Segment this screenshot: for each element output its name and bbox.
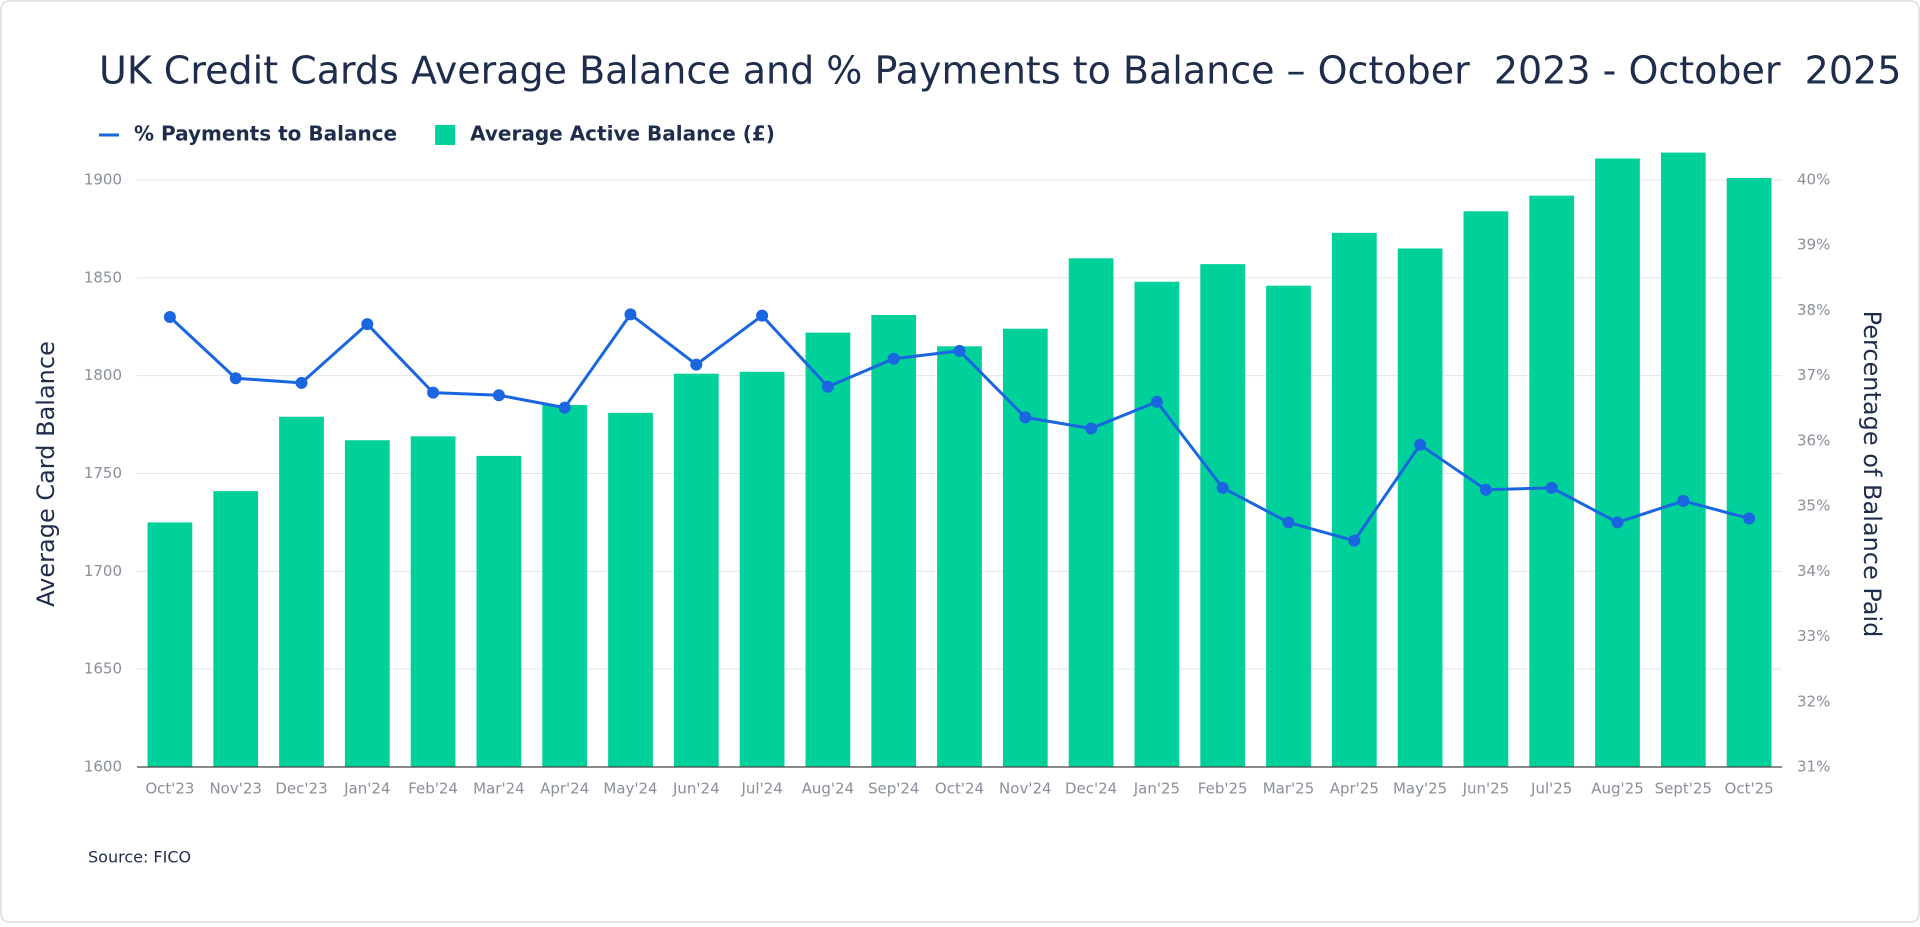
bar xyxy=(476,455,522,767)
x-tick-label: Feb'25 xyxy=(1198,780,1248,798)
point xyxy=(1019,411,1032,424)
y-tick-label: 1700 xyxy=(84,562,122,580)
y2-tick-label: 31% xyxy=(1797,758,1830,776)
bar xyxy=(673,373,719,767)
y2-tick-label: 32% xyxy=(1797,692,1830,710)
point xyxy=(1282,516,1295,529)
bar xyxy=(1134,281,1180,767)
x-tick-label: Oct'25 xyxy=(1725,780,1774,798)
x-tick-label: Feb'24 xyxy=(408,780,458,798)
point xyxy=(295,376,308,389)
point xyxy=(1743,512,1756,525)
bar xyxy=(410,436,456,767)
legend-label: % Payments to Balance xyxy=(134,122,397,146)
x-tick-label: Apr'24 xyxy=(540,780,589,798)
x-tick-label: Jan'25 xyxy=(1133,780,1180,798)
y-tick-label: 1600 xyxy=(84,758,122,776)
bar xyxy=(608,412,653,767)
x-tick-label: Jun'25 xyxy=(1462,780,1510,798)
y2-tick-label: 33% xyxy=(1797,627,1830,645)
bar xyxy=(871,315,917,767)
bar xyxy=(805,332,851,767)
y2-axis-title: Percentage of Balance Paid xyxy=(1858,311,1886,638)
x-tick-label: Mar'24 xyxy=(473,780,525,798)
bar xyxy=(1529,195,1575,768)
x-tick-label: Nov'23 xyxy=(209,780,262,798)
point xyxy=(1216,481,1229,494)
bar xyxy=(937,346,982,767)
point xyxy=(690,358,703,371)
point xyxy=(1414,438,1427,451)
x-tick-label: Oct'24 xyxy=(935,780,984,798)
x-tick-label: Aug'25 xyxy=(1591,780,1644,798)
x-tick-label: Mar'25 xyxy=(1263,780,1315,798)
point xyxy=(558,401,571,414)
point xyxy=(953,344,966,357)
y2-tick-label: 34% xyxy=(1797,562,1830,580)
x-tick-label: Apr'25 xyxy=(1330,780,1379,798)
x-tick-label: Dec'23 xyxy=(275,780,327,798)
point xyxy=(624,308,637,321)
x-tick-label: Jul'25 xyxy=(1530,780,1572,798)
source: Source: FICO xyxy=(88,848,191,867)
bar xyxy=(279,416,324,767)
y-tick-label: 1800 xyxy=(84,366,122,384)
bar xyxy=(213,491,259,767)
bar xyxy=(1331,232,1377,767)
y-tick-label: 1650 xyxy=(84,660,122,678)
y-tick-label: 1750 xyxy=(84,464,122,482)
y-axis-title: Average Card Balance xyxy=(32,341,60,607)
point xyxy=(887,352,900,365)
point xyxy=(492,389,505,402)
x-tick-label: May'25 xyxy=(1393,780,1447,798)
bar xyxy=(1660,152,1706,767)
bar xyxy=(1397,248,1443,767)
y2-tick-label: 38% xyxy=(1797,301,1830,319)
bar xyxy=(147,522,193,767)
bar xyxy=(1002,328,1048,767)
bar xyxy=(1595,158,1640,767)
x-tick-label: Nov'24 xyxy=(999,780,1052,798)
bar xyxy=(1200,264,1246,767)
x-tick-label: Jul'24 xyxy=(740,780,782,798)
bar xyxy=(1726,178,1772,767)
x-tick-label: Dec'24 xyxy=(1065,780,1117,798)
point xyxy=(756,309,769,322)
y2-tick-label: 39% xyxy=(1797,236,1830,254)
bar xyxy=(1068,258,1114,767)
y-tick-label: 1850 xyxy=(84,268,122,286)
y-tick-label: 1900 xyxy=(84,171,122,189)
legend-swatch xyxy=(435,125,456,145)
point xyxy=(229,372,242,385)
point xyxy=(1479,483,1492,496)
point xyxy=(1677,494,1690,507)
x-tick-label: Jun'24 xyxy=(672,780,720,798)
x-tick-label: Aug'24 xyxy=(802,780,855,798)
x-tick-label: May'24 xyxy=(603,780,657,798)
bar xyxy=(542,405,588,767)
y2-tick-label: 40% xyxy=(1797,171,1830,189)
x-tick-label: Sept'25 xyxy=(1655,780,1712,798)
y2-tick-label: 35% xyxy=(1797,497,1830,515)
bar xyxy=(344,440,390,767)
chart-title: UK Credit Cards Average Balance and % Pa… xyxy=(99,49,1901,93)
y2-tick-label: 36% xyxy=(1797,431,1830,449)
point xyxy=(1611,516,1624,529)
point xyxy=(361,318,374,331)
point xyxy=(163,310,176,323)
y2-tick-label: 37% xyxy=(1797,366,1830,384)
point xyxy=(1348,534,1361,547)
x-tick-label: Sep'24 xyxy=(868,780,919,798)
x-tick-label: Jan'24 xyxy=(343,780,390,798)
point xyxy=(1545,481,1558,494)
legend-label: Average Active Balance (£) xyxy=(470,122,775,146)
point xyxy=(1150,395,1163,408)
point xyxy=(821,380,834,393)
bar xyxy=(739,371,785,767)
point xyxy=(427,386,440,399)
x-tick-label: Oct'23 xyxy=(145,780,194,798)
point xyxy=(1085,422,1098,435)
